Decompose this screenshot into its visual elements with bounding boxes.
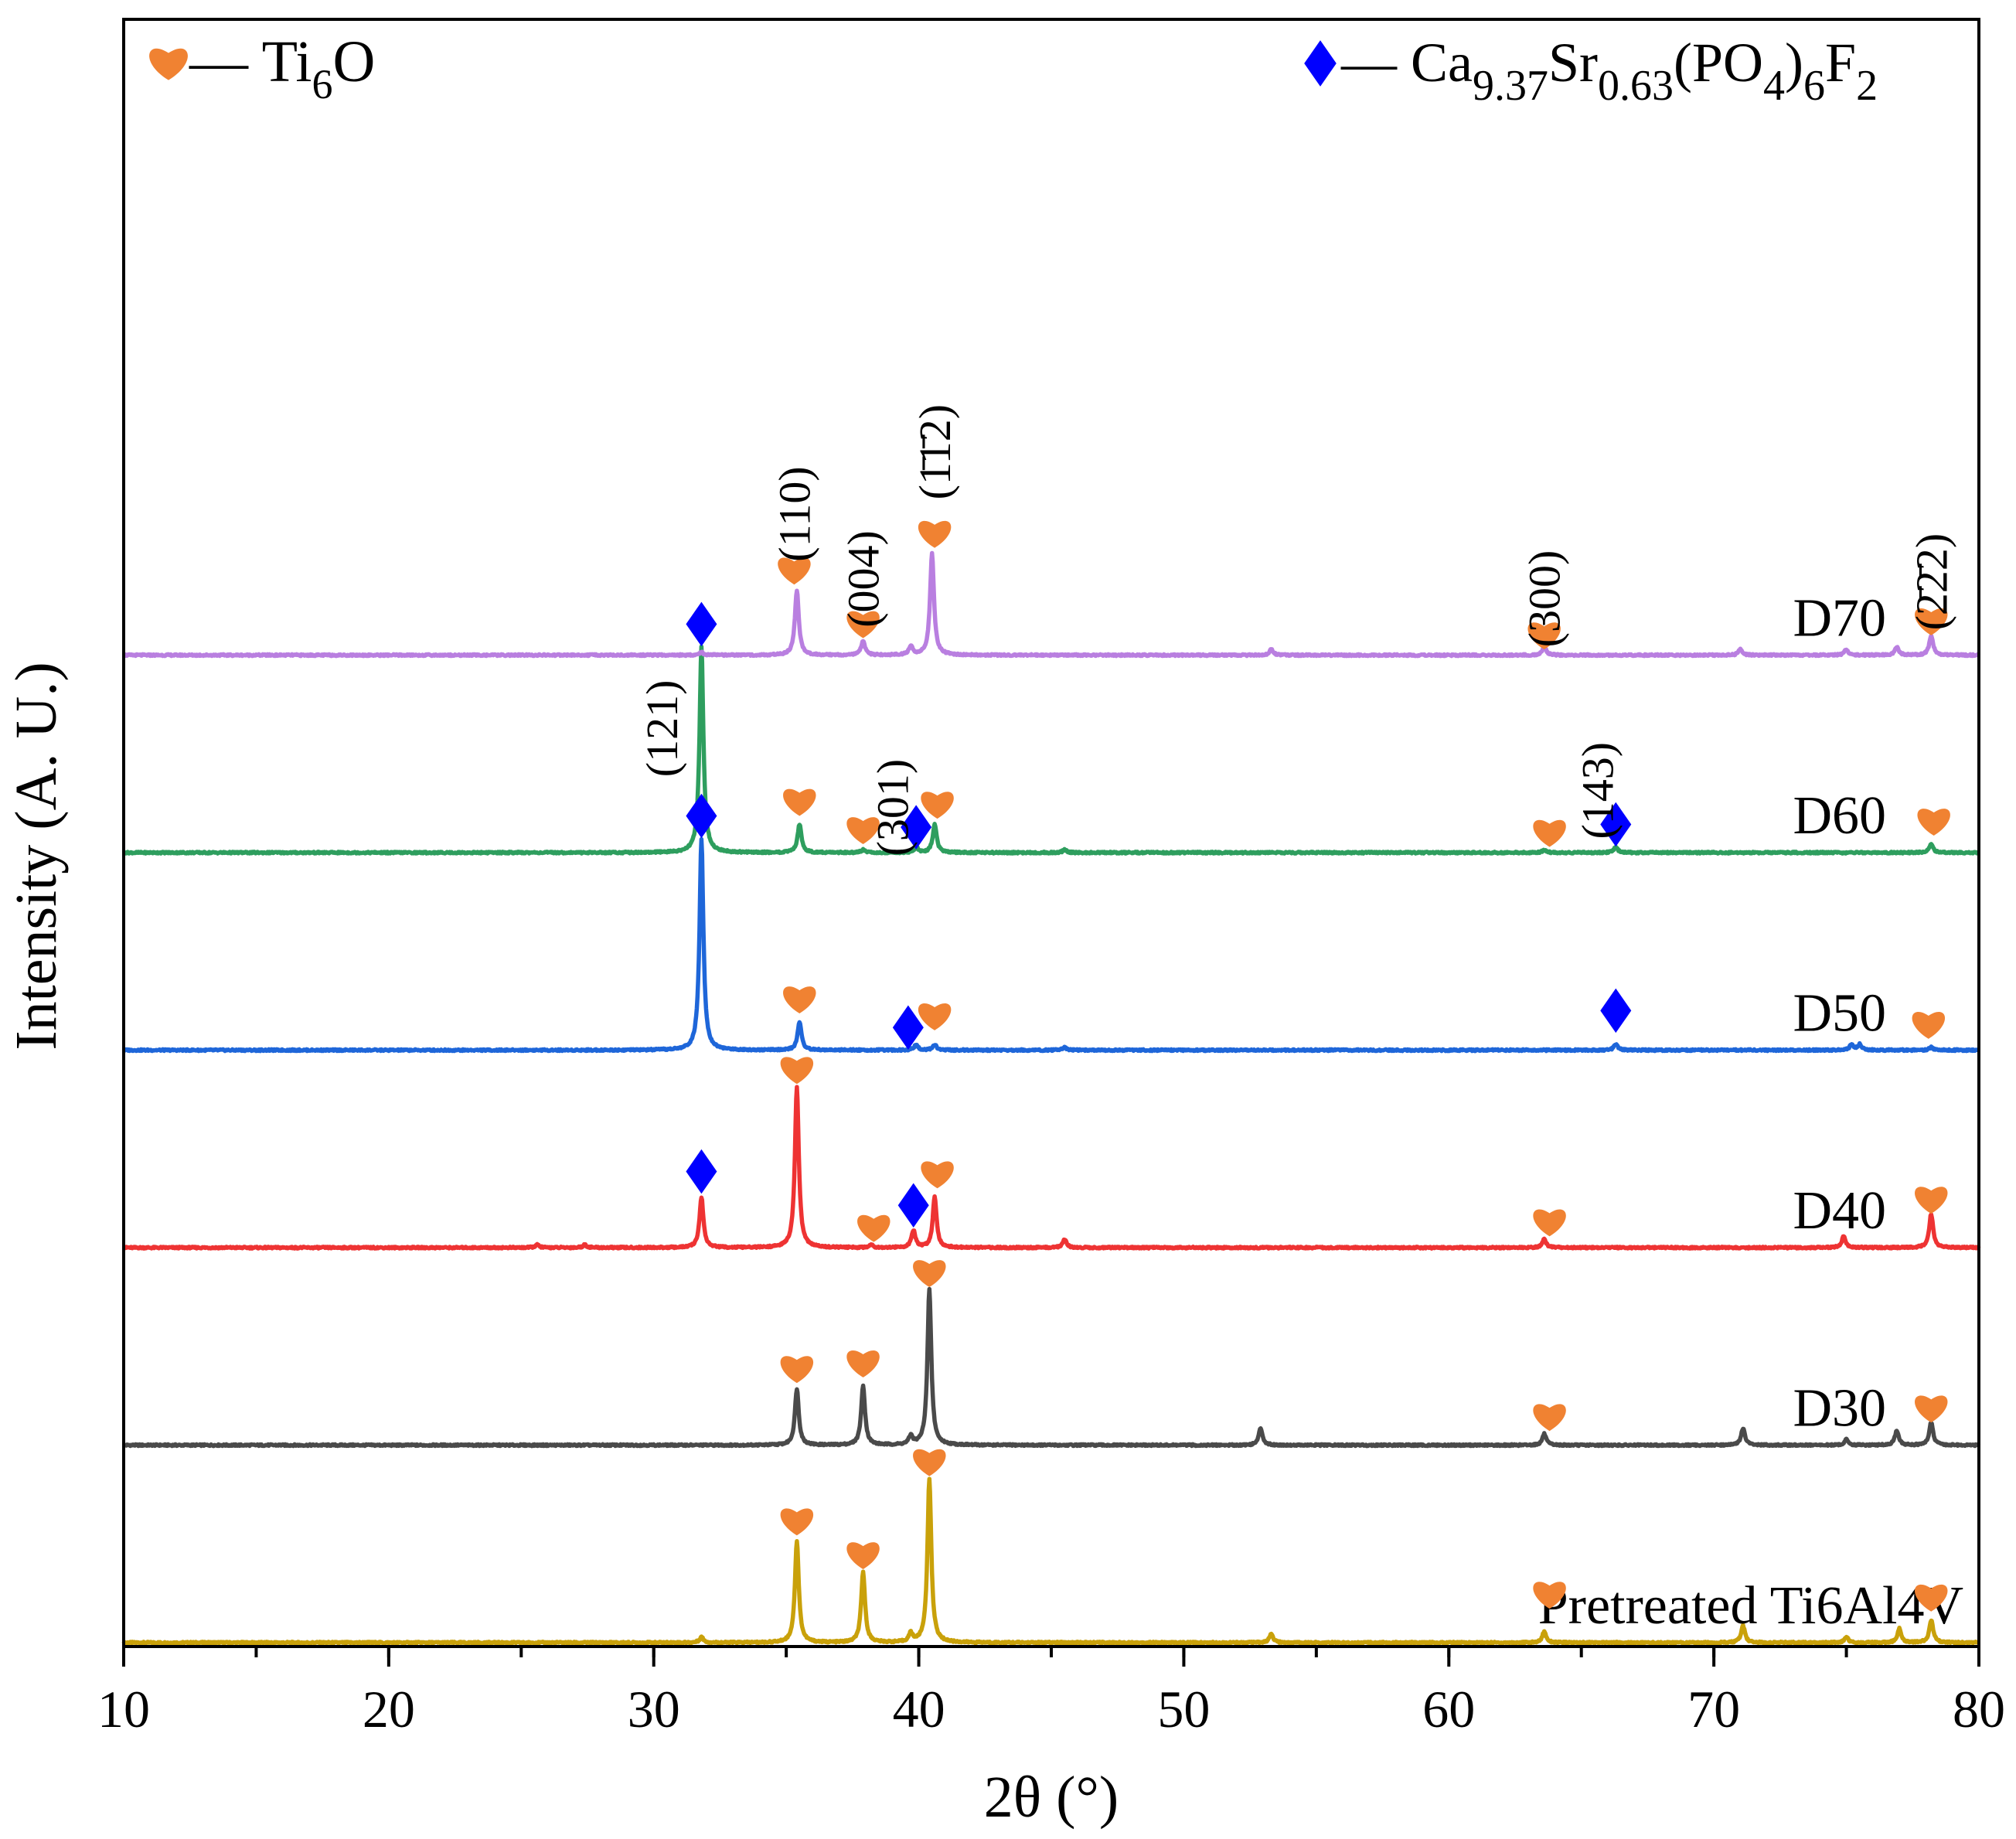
series-label: D70 [1793,589,1886,649]
x-tick-label: 80 [1953,1680,2005,1739]
peak-marker-heart-icon [778,557,811,585]
peak-marker-heart-icon [780,1508,814,1536]
series-label: D50 [1793,984,1886,1044]
peak-marker-heart-icon [1915,608,1948,635]
series-line-pretreated-ti6al4v [121,1476,1980,1646]
legend-heart-icon [149,48,188,80]
x-axis-label: 2θ (°) [984,1765,1119,1830]
peak-marker-diamond-icon [1600,802,1632,847]
series-line-d60 [121,644,1980,856]
x-tick-label: 10 [97,1680,150,1739]
x-tick-label: 30 [628,1680,680,1739]
x-tick-label: 70 [1687,1680,1740,1739]
y-axis-label: Intensity (A. U.) [4,662,69,1050]
peak-marker-diamond-icon [686,1149,717,1194]
peak-marker-heart-icon [921,1161,954,1189]
series-label: D30 [1793,1379,1886,1439]
x-tick-label: 60 [1422,1680,1475,1739]
peak-marker-heart-icon [780,1356,814,1384]
peak-marker-heart-icon [921,792,954,819]
peak-marker-heart-icon [1912,1011,1946,1039]
x-tick-label: 20 [363,1680,415,1739]
hkl-label: (300) [1520,550,1570,648]
peak-marker-diamond-icon [901,805,932,850]
series-label: D40 [1793,1181,1886,1241]
peak-marker-heart-icon [846,817,880,844]
series-line-d70 [122,550,1981,659]
legend-group: — Ti6O — Ca9.37Sr0.63(PO4)6F2 [149,29,1878,110]
series-label: D60 [1793,786,1886,846]
peak-marker-heart-icon [1533,1209,1566,1237]
peak-marker-heart-icon [846,611,880,639]
peak-marker-heart-icon [846,1350,880,1378]
legend-diamond-icon [1304,40,1337,87]
peak-marker-heart-icon [846,1542,880,1570]
peak-marker-heart-icon [918,520,952,548]
peak-marker-heart-icon [918,1003,952,1030]
peak-marker-heart-icon [783,986,816,1013]
hkl-label: (2̄2̄2) [1906,533,1956,631]
peak-marker-heart-icon [913,1260,946,1288]
x-tick-label: 50 [1157,1680,1210,1739]
hkl-label: (301) [867,759,918,856]
hkl-label: (1̄1̄2) [910,404,960,499]
hkl-label: (121) [637,680,687,778]
peak-marker-heart-icon [1533,1404,1566,1432]
axes-group: 10 20 30 40 50 60 70 80 [97,18,2005,1739]
peak-marker-diamond-icon [897,1183,929,1228]
peak-marker-diamond-icon [686,793,717,839]
legend-entry-ti6o: — Ti6O [189,29,375,107]
peak-marker-diamond-icon [892,1005,924,1051]
x-tick-label: 40 [893,1680,945,1739]
series-label: Pretreated Ti6Al4V [1538,1576,1963,1636]
series-group: Pretreated Ti6Al4V D30 D40 D50 D60 D70 [121,550,1981,1646]
peak-marker-heart-icon [1533,819,1566,847]
series-line-d40 [122,1085,1981,1251]
marker-group: (121) (301) (143) (110) (004) (1̄1̄2) (300) (2̄… [637,404,1956,1612]
peak-marker-heart-icon [857,1214,891,1242]
peak-marker-diamond-icon [1600,988,1632,1034]
series-line-d50 [122,836,1980,1054]
peak-marker-heart-icon [913,1449,946,1476]
hkl-label: (110) [769,466,819,561]
peak-marker-heart-icon [1915,1187,1948,1214]
hkl-label: (143) [1572,742,1623,839]
peak-marker-heart-icon [1527,622,1561,650]
series-line-d30 [121,1286,1981,1449]
legend-entry-apatite: — Ca9.37Sr0.63(PO4)6F2 [1340,32,1878,110]
peak-marker-heart-icon [780,1057,814,1085]
plot-frame [122,18,1980,1648]
peak-marker-heart-icon [1533,1582,1566,1609]
peak-marker-diamond-icon [686,601,717,647]
peak-marker-heart-icon [1915,1584,1948,1612]
peak-marker-heart-icon [1915,1395,1948,1423]
peak-marker-heart-icon [1917,809,1950,836]
hkl-label: (004) [839,530,889,628]
peak-marker-heart-icon [783,788,816,816]
